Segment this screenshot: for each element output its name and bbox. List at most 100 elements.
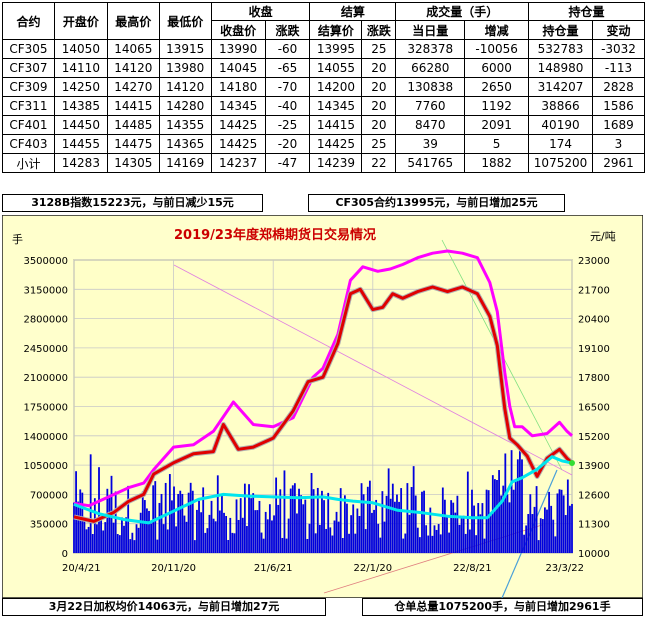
table-cell: 14180 [210,77,266,97]
left-tick-label: 3150000 [23,285,68,296]
table-cell: 14485 [106,115,160,135]
series-line [73,285,574,523]
right-tick-label: 15200 [578,432,610,443]
table-cell: 14250 [53,77,108,97]
right-tick-label: 19100 [578,344,610,355]
table-cell: 7760 [395,96,466,116]
table-cell: 14045 [210,58,266,78]
volume-bar [158,502,161,553]
table-cell: CF403 [2,134,55,154]
volume-bar [466,471,469,553]
volume-bar [410,487,413,553]
table-cell: 1192 [464,96,530,116]
volume-bar [533,506,536,553]
table-cell: -10056 [464,39,530,59]
left-axis-unit: 手 [12,232,23,246]
volume-bar [302,504,305,553]
volume-bar [389,498,392,553]
table-cell: 14415 [106,96,160,116]
table-cell: 8470 [395,115,466,135]
volume-bar [268,504,271,553]
table-cell: CF309 [2,77,55,97]
volume-bar [264,511,267,553]
volume-bar [252,493,255,553]
volume-bar [433,525,436,553]
volume-bar [519,448,521,553]
volume-bar [552,519,555,553]
volume-bar [527,514,530,553]
col-header: 持仓量 [528,20,593,40]
table-cell: 14169 [158,153,212,173]
contract-info-box: CF305合约13995元，与前日增加25元 [308,194,565,212]
volume-bar [112,522,115,553]
table-cell: -65 [264,58,311,78]
x-tick-label: 23/3/22 [545,563,584,574]
volume-bar [339,488,342,553]
volume-bar [450,500,453,553]
volume-bar [448,532,450,553]
volume-bar [398,501,400,553]
volume-bar [496,480,498,553]
volume-bar [308,523,311,553]
volume-bar [481,503,484,553]
volume-bar [216,475,219,553]
volume-bar [318,524,321,553]
volume-bar [291,485,294,553]
volume-bar [79,489,82,553]
volume-bar [212,518,215,553]
table-cell: 14475 [106,134,160,154]
volume-bar [129,539,132,553]
volume-bar [206,528,209,553]
col-header: 当日量 [395,20,466,40]
table-cell: 14305 [106,153,160,173]
volume-bar [316,487,319,553]
table-cell: -70 [264,77,311,97]
volume-bar [189,482,192,553]
volume-bar [456,495,459,553]
volume-bar [87,526,90,553]
table-cell: 174 [528,134,593,154]
volume-bar [287,518,290,553]
volume-bar [356,508,359,553]
volume-bar [227,539,230,553]
series-line [73,455,573,525]
volume-bar [225,515,228,553]
volume-bar [246,526,248,553]
left-tick-label: 1750000 [23,403,68,414]
volume-bar [550,505,553,553]
volume-bar [285,538,288,553]
table-cell: 14280 [158,96,212,116]
table-cell: 14355 [158,115,212,135]
volume-bar [544,507,546,553]
table-cell: 14270 [106,77,160,97]
volume-bar [556,493,559,553]
table-cell: 14415 [309,115,363,135]
volume-bar [477,503,480,553]
volume-bar [396,494,398,553]
warehouse-box: 仓单总量1075200手，与前日增加2961手 [362,598,643,616]
series-line [73,249,574,508]
volume-bar [510,450,513,553]
volume-bar [404,533,407,553]
volume-bar [366,486,369,553]
table-row: CF309 14250 14270 14120 14180 -70 14200 20 13083… [2,77,645,97]
table-cell: CF311 [2,96,55,116]
table-row: CF307 14110 14120 13980 14045 -65 14055 20 66280… [2,58,645,78]
volume-bar [235,499,238,553]
volume-bar [377,523,380,553]
col-header: 收盘价 [210,20,266,40]
volume-bar [160,493,163,553]
right-tick-label: 12600 [578,490,610,501]
right-tick-label: 16500 [578,403,610,414]
left-tick-label: 2450000 [23,344,68,355]
volume-bar [187,492,190,553]
table-cell: -20 [264,134,311,154]
volume-bar [104,522,107,553]
volume-bar [214,521,217,553]
volume-bar [473,505,475,553]
table-cell: 14120 [158,77,212,97]
volume-bar [114,491,117,553]
volume-bar [183,515,186,553]
volume-bar [554,536,557,553]
volume-bar [254,510,257,553]
